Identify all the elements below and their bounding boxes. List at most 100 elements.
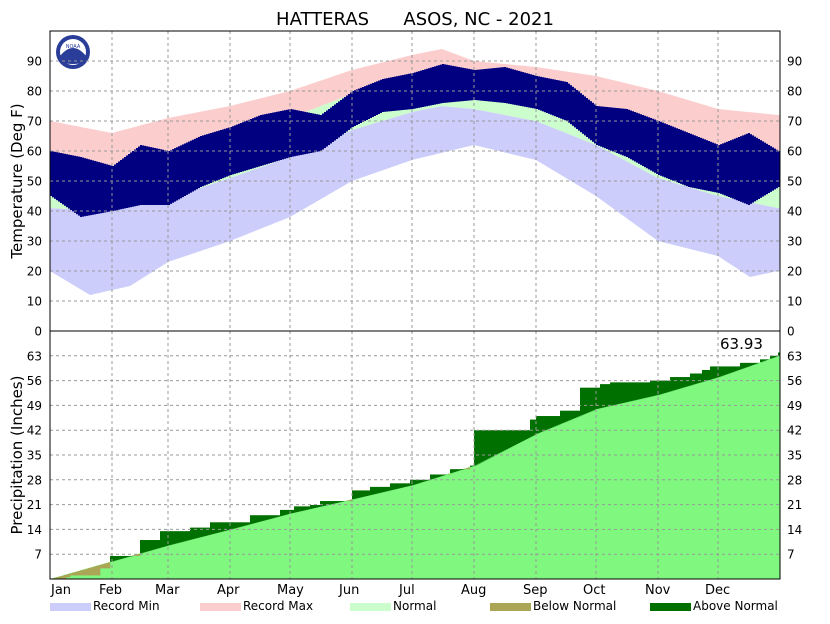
above-normal-bar — [672, 377, 675, 391]
above-normal-bar — [396, 483, 399, 489]
above-normal-bar — [414, 479, 417, 485]
below-normal-bar — [56, 577, 59, 579]
above-normal-bar — [764, 359, 767, 361]
above-normal-bar — [660, 380, 663, 395]
above-normal-bar — [452, 469, 455, 473]
precipitation-tick-label-left: 28 — [27, 473, 42, 487]
above-normal-bar — [392, 483, 395, 490]
precipitation-tick-label-left: 42 — [27, 424, 42, 438]
above-normal-bar — [542, 416, 545, 432]
below-normal-bar — [72, 572, 75, 576]
above-normal-bar — [378, 486, 381, 494]
below-normal-bar — [468, 467, 471, 470]
record-max-band — [50, 49, 780, 166]
above-normal-bar — [538, 416, 541, 433]
above-normal-bar — [380, 486, 383, 493]
above-normal-bar — [630, 382, 633, 402]
temperature-tick-label-left: 80 — [27, 85, 42, 99]
month-tick-label: Feb — [99, 583, 122, 598]
above-normal-bar — [228, 522, 231, 530]
above-normal-bar — [634, 382, 637, 401]
record-min-band — [50, 106, 780, 295]
below-normal-bar — [448, 473, 451, 475]
above-normal-bar — [482, 430, 485, 462]
above-normal-bar — [626, 382, 629, 403]
above-normal-bar — [698, 373, 701, 383]
above-normal-bar — [704, 369, 707, 382]
below-normal-bar — [346, 500, 349, 502]
above-normal-bar — [484, 430, 487, 461]
above-normal-bar — [504, 430, 507, 451]
below-normal-bar — [134, 555, 137, 556]
above-normal-bar — [512, 430, 515, 447]
above-normal-bar — [682, 377, 685, 388]
above-normal-bar — [740, 362, 743, 370]
above-normal-bar — [774, 355, 777, 358]
below-normal-bar — [80, 570, 83, 576]
below-normal-bar — [74, 572, 77, 576]
above-normal-bar — [286, 509, 289, 515]
above-normal-bar — [146, 540, 149, 552]
above-normal-bar — [284, 509, 287, 516]
above-normal-bar — [410, 479, 413, 486]
above-normal-bar — [264, 515, 267, 521]
above-normal-bar — [258, 515, 261, 522]
above-normal-bar — [566, 410, 569, 422]
temperature-tick-label-right: 30 — [787, 235, 802, 249]
above-normal-bar — [402, 483, 405, 488]
above-normal-bar — [700, 373, 703, 383]
below-normal-bar — [70, 573, 73, 576]
above-normal-bar — [352, 490, 355, 500]
above-normal-bar — [614, 382, 617, 405]
above-normal-bar — [250, 515, 253, 525]
above-normal-bar — [370, 486, 373, 496]
above-normal-bar — [130, 555, 133, 557]
below-normal-bar — [92, 567, 95, 576]
above-normal-bar — [738, 366, 741, 370]
above-normal-bar — [618, 382, 621, 404]
above-normal-bar — [110, 555, 113, 562]
above-normal-bar — [492, 430, 495, 457]
temperature-tick-label-left: 30 — [27, 235, 42, 249]
above-normal-bar — [358, 490, 361, 498]
above-normal-bar — [724, 366, 727, 375]
above-normal-bar — [262, 515, 265, 521]
above-normal-bar — [744, 362, 747, 368]
above-normal-bar — [462, 469, 465, 470]
legend-label: Normal — [393, 599, 436, 613]
above-normal-bar — [430, 474, 433, 480]
above-normal-bar — [624, 382, 627, 403]
above-normal-bar — [194, 527, 197, 539]
below-normal-bar — [64, 575, 67, 579]
above-normal-bar — [342, 501, 345, 502]
above-normal-bar — [570, 410, 573, 420]
above-normal-bar — [712, 366, 715, 379]
above-normal-bar — [198, 527, 201, 538]
above-normal-bar — [242, 522, 245, 527]
precipitation-tick-label-right: 35 — [787, 449, 802, 463]
precipitation-frame — [49, 330, 781, 580]
precipitation-tick-label-right: 63 — [787, 349, 802, 363]
above-normal-bar — [664, 380, 667, 393]
above-normal-bar — [202, 527, 205, 537]
above-normal-bar — [496, 430, 499, 455]
above-normal-bar — [144, 540, 147, 553]
above-normal-bar — [544, 416, 547, 431]
above-normal-bar — [590, 387, 593, 412]
above-normal-bar — [306, 506, 309, 510]
above-normal-bar — [442, 474, 445, 476]
above-normal-bar — [236, 522, 239, 528]
precipitation-tick-label-right: 14 — [787, 523, 802, 537]
above-normal-bar — [532, 419, 535, 436]
above-normal-bar — [752, 362, 755, 366]
above-normal-bar — [750, 362, 753, 366]
above-normal-bar — [366, 490, 369, 496]
above-normal-bar — [170, 531, 173, 545]
above-normal-bar — [126, 555, 129, 558]
below-normal-bar — [94, 566, 97, 576]
observed-temperature-bars — [50, 64, 780, 217]
above-normal-bar — [676, 377, 679, 390]
above-normal-bar — [222, 522, 225, 532]
above-normal-bar — [472, 465, 475, 467]
above-normal-bar — [212, 522, 215, 535]
